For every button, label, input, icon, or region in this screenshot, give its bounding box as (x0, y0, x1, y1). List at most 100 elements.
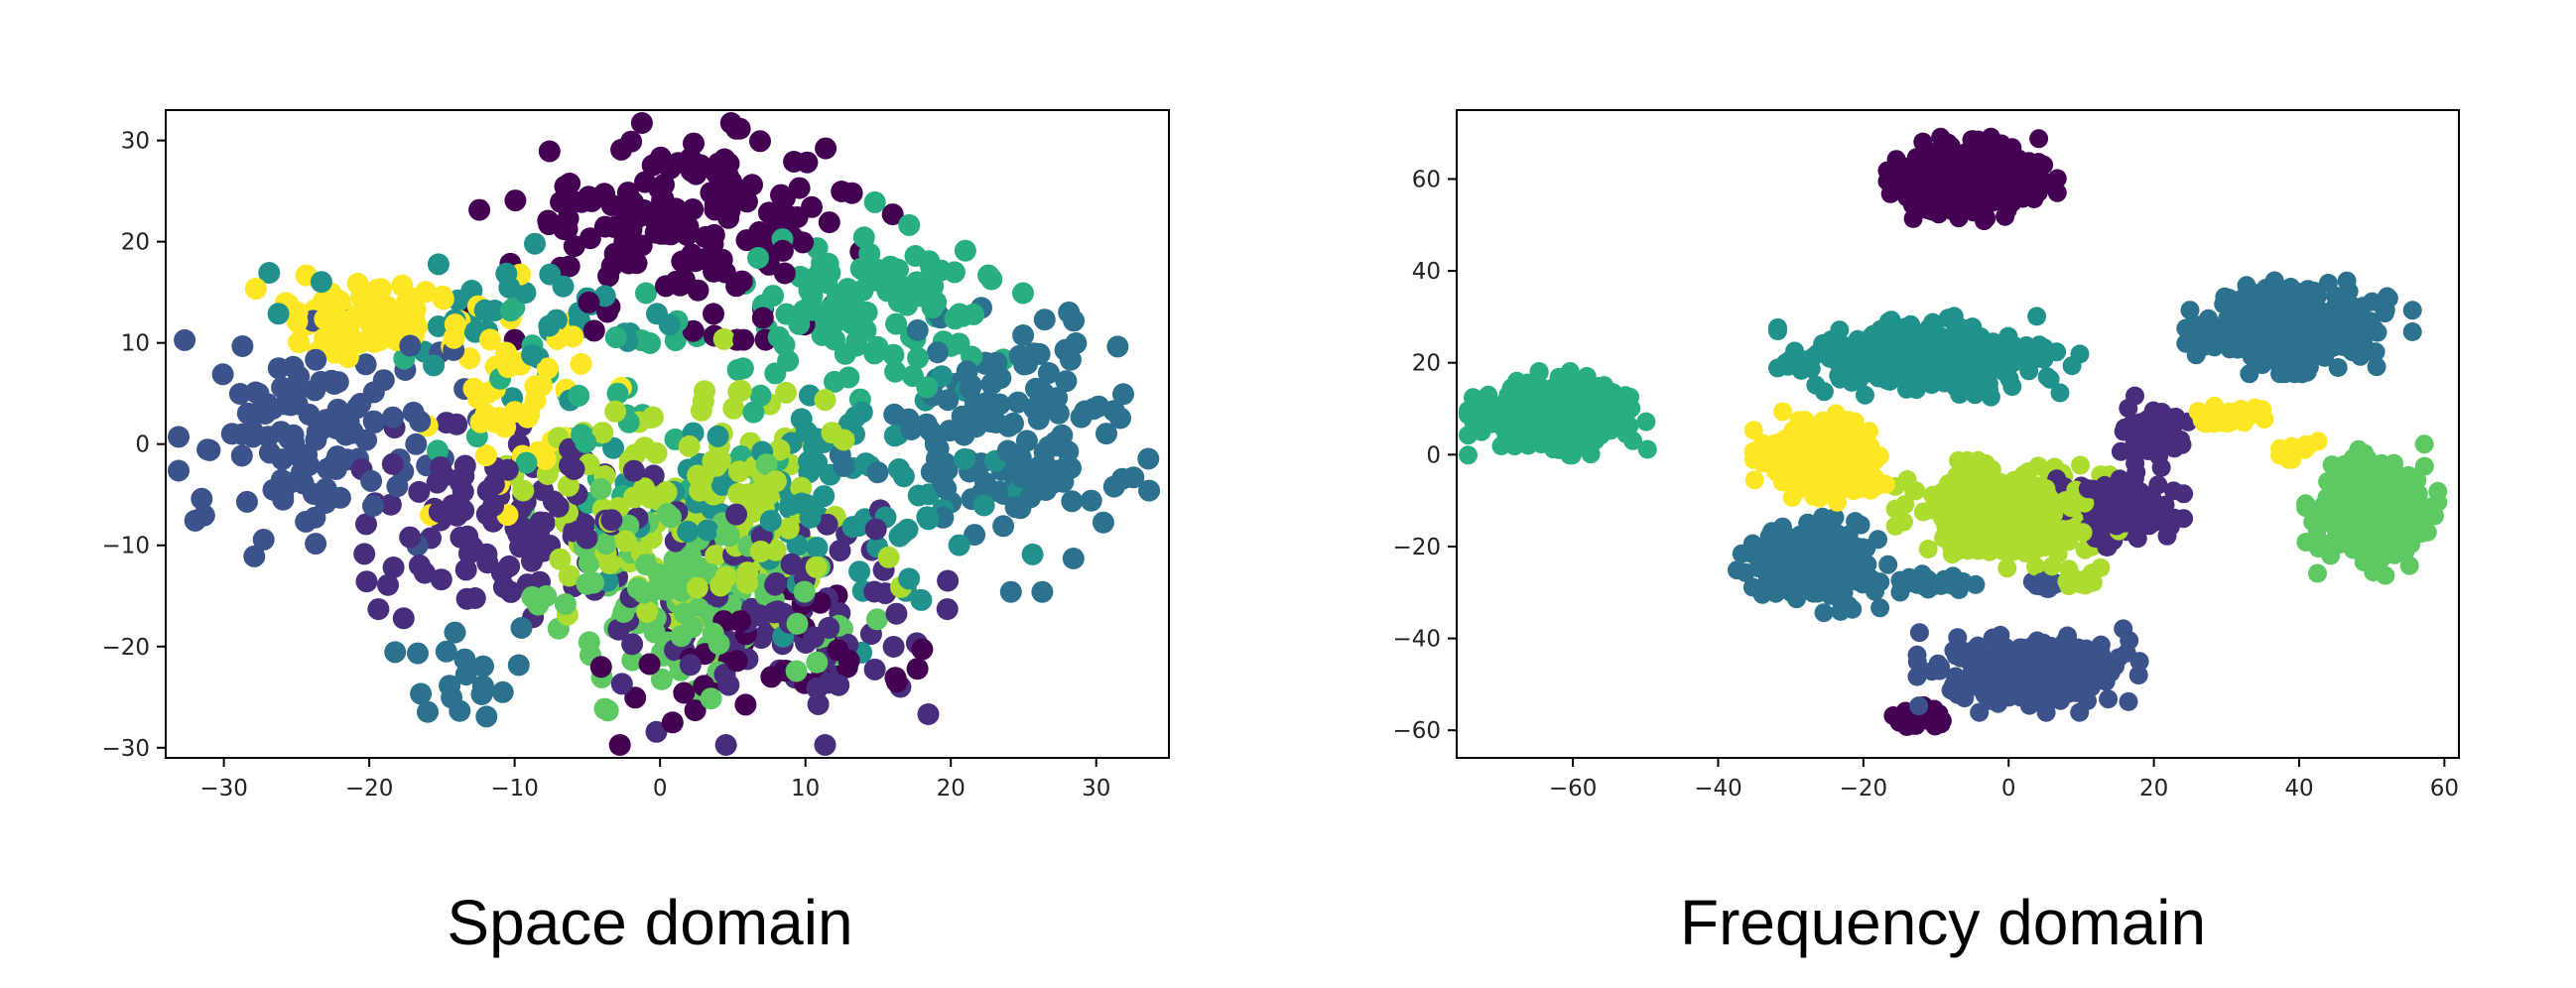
y-tick-label: −60 (1392, 718, 1441, 744)
scatter-point (2428, 492, 2448, 512)
scatter-point (355, 570, 378, 593)
scatter-point (303, 482, 324, 505)
scatter-point (674, 602, 696, 625)
scatter-point (1955, 371, 1975, 391)
scatter-point (625, 252, 648, 275)
scatter-point (576, 527, 598, 550)
scatter-point (1831, 361, 1851, 381)
scatter-point (578, 185, 600, 208)
scatter-point (230, 444, 253, 467)
scatter-point (2111, 441, 2130, 461)
scatter-point (2113, 481, 2132, 501)
scatter-point (1803, 470, 1823, 490)
scatter-point (621, 212, 644, 235)
scatter-point (469, 411, 492, 433)
x-tick-label: −20 (345, 776, 394, 802)
scatter-point (2002, 377, 2022, 397)
scatter-point (231, 335, 254, 357)
scatter-point (1907, 645, 1927, 665)
scatter-point (702, 233, 724, 255)
scatter-point (604, 400, 627, 423)
scatter-point (882, 636, 905, 658)
scatter-point (2367, 357, 2386, 377)
scatter-point (898, 567, 921, 590)
scatter-point (831, 181, 853, 202)
scatter-point (673, 681, 696, 704)
scatter-point (483, 300, 506, 321)
scatter-point (582, 319, 605, 342)
scatter-point (267, 303, 290, 325)
scatter-point (1978, 518, 1997, 537)
scatter-point (244, 278, 267, 300)
scatter-point (1962, 130, 1982, 150)
scatter-point (944, 308, 966, 330)
scatter-point (972, 494, 995, 517)
scatter-point (1596, 383, 1615, 403)
x-tick-label: 20 (2139, 776, 2168, 802)
y-tick-label: −30 (101, 736, 150, 762)
scatter-point (2297, 321, 2317, 341)
scatter-point (2331, 295, 2351, 314)
scatter-point (578, 552, 600, 574)
scatter-point (1015, 430, 1038, 452)
scatter-point (467, 387, 489, 410)
scatter-point (446, 413, 468, 435)
scatter-point (1997, 354, 2017, 374)
scatter-point (896, 518, 919, 541)
scatter-point (323, 450, 346, 473)
scatter-point (1968, 671, 1988, 690)
scatter-point (1866, 477, 1885, 497)
scatter-point (399, 334, 422, 357)
scatter-point (1815, 423, 1835, 442)
scatter-point (1827, 492, 1847, 512)
scatter-point (524, 389, 547, 412)
scatter-point (547, 495, 570, 518)
scatter-point (1856, 385, 1874, 405)
scatter-point (604, 326, 627, 349)
scatter-point (818, 211, 840, 234)
scatter-point (759, 510, 782, 532)
scatter-point (355, 513, 377, 536)
scatter-point (2013, 655, 2033, 675)
scatter-point (2366, 342, 2385, 362)
scatter-point (1977, 378, 1996, 398)
x-tick-label: −40 (1694, 776, 1742, 802)
scatter-point (946, 419, 967, 441)
scatter-point (557, 474, 580, 497)
scatter-point (243, 545, 266, 567)
scatter-point (2296, 498, 2316, 518)
scatter-point (1831, 443, 1851, 463)
scatter-point (1930, 661, 1950, 680)
scatter-point (623, 486, 646, 509)
scatter-point (262, 397, 285, 420)
y-tick-label: 40 (1412, 259, 1441, 285)
scatter-point (1925, 709, 1945, 729)
scatter-point (321, 323, 343, 346)
scatter-point (1907, 667, 1927, 686)
scatter-point (925, 447, 948, 470)
scatter-point (863, 658, 886, 680)
scatter-point (727, 482, 750, 505)
scatter-point (2136, 496, 2156, 516)
scatter-point (575, 431, 597, 453)
scatter-point (1785, 341, 1805, 361)
scatter-point (578, 291, 600, 313)
scatter-point (2313, 504, 2333, 524)
scatter-point (593, 215, 616, 238)
scatter-point (594, 533, 617, 556)
scatter-point (252, 529, 275, 551)
scatter-point (470, 683, 493, 705)
scatter-point (614, 530, 637, 553)
scatter-point (638, 653, 661, 676)
scatter-point (1979, 166, 1998, 185)
scatter-point (1008, 344, 1031, 367)
scatter-point (1832, 556, 1852, 575)
scatter-point (1768, 317, 1787, 337)
scatter-point (453, 648, 476, 671)
scatter-point (510, 617, 533, 639)
scatter-point (381, 452, 404, 475)
scatter-point (2328, 358, 2348, 377)
scatter-point (2235, 307, 2254, 326)
scatter-point (679, 654, 702, 677)
scatter-point (980, 268, 1003, 291)
